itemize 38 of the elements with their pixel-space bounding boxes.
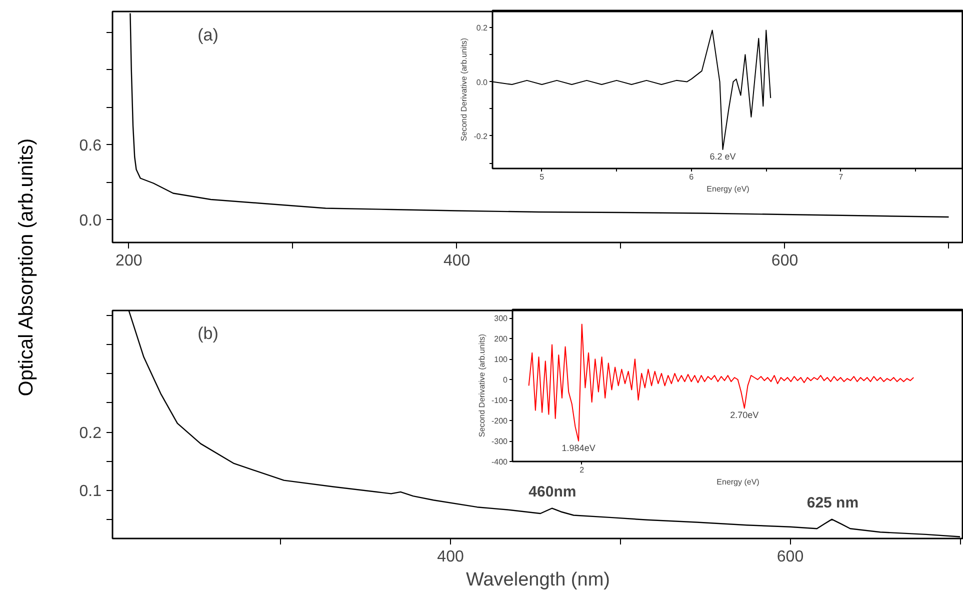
annotation: 2.70eV <box>730 410 759 420</box>
annotation: 625 nm <box>806 494 859 512</box>
annotation: (a) <box>198 25 218 44</box>
x-axis-title: Wavelength (nm) <box>466 570 610 590</box>
y-tick-label: 0.2 <box>476 24 488 33</box>
y-axis-title: Second Derivative (arb.units) <box>477 334 486 438</box>
x-tick-label: 200 <box>116 252 142 270</box>
y-tick-label: 100 <box>494 355 508 364</box>
y-axis-title: Optical Absorption (arb.units) <box>14 138 39 396</box>
x-axis-title: Energy (eV) <box>706 184 750 194</box>
annotation: (b) <box>198 324 218 344</box>
y-tick-label: 300 <box>494 314 508 324</box>
y-tick-label: 0.6 <box>79 138 102 154</box>
y-tick-label: 0 <box>503 376 508 385</box>
y-tick-label: -0.2 <box>474 132 488 141</box>
y-tick-label: 0.0 <box>79 212 102 230</box>
y-tick-label: 0.2 <box>79 425 102 442</box>
y-axis-title: Second Derivative (arb.units) <box>460 38 469 142</box>
line-series <box>528 324 914 442</box>
x-tick-label: 6 <box>689 172 694 182</box>
y-tick-label: 200 <box>494 334 508 344</box>
y-tick-label: -400 <box>491 458 508 466</box>
x-tick-label: 5 <box>540 172 545 182</box>
y-tick-label: -300 <box>491 437 508 446</box>
annotation: 460nm <box>528 483 576 500</box>
x-tick-label: 7 <box>838 172 844 182</box>
y-tick-label: -200 <box>491 416 508 426</box>
annotation: 1.984eV <box>562 443 596 454</box>
x-tick-label: 600 <box>776 548 804 566</box>
y-tick-label: -100 <box>491 396 508 406</box>
y-tick-label: 0.1 <box>79 483 102 500</box>
x-tick-label: 2 <box>580 466 585 474</box>
annotation: 6.2 eV <box>710 152 736 162</box>
x-axis-title: Energy (eV) <box>716 478 760 486</box>
x-tick-label: 600 <box>771 252 798 270</box>
x-tick-label: 400 <box>437 548 464 566</box>
y-tick-label: 0.0 <box>476 78 488 87</box>
x-tick-label: 400 <box>443 252 470 270</box>
